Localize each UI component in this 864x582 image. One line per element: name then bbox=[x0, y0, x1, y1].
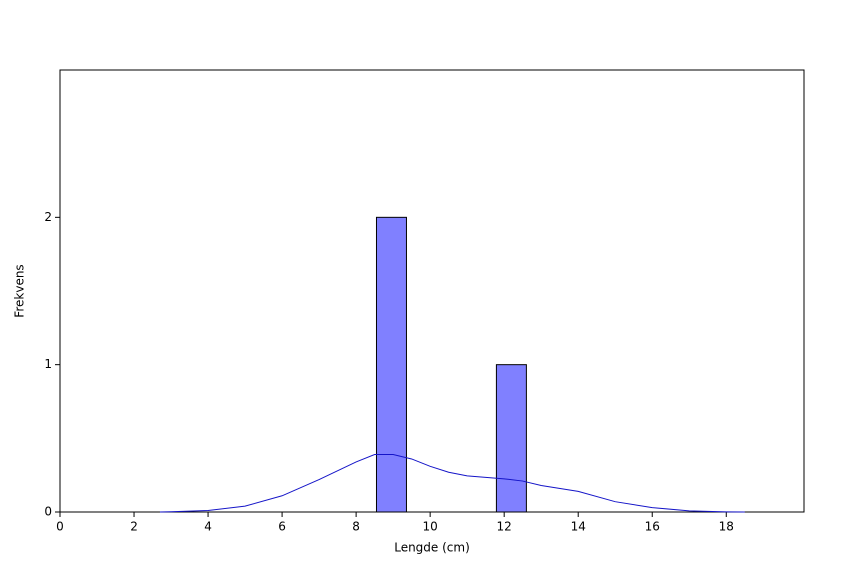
x-tick-label: 0 bbox=[56, 520, 64, 534]
x-tick-label: 8 bbox=[352, 520, 360, 534]
x-tick-label: 16 bbox=[645, 520, 660, 534]
x-tick-label: 14 bbox=[571, 520, 586, 534]
density-curve bbox=[159, 454, 745, 513]
x-axis-label: Lengde (cm) bbox=[394, 541, 470, 555]
y-tick-label: 1 bbox=[44, 357, 52, 371]
x-tick-label: 6 bbox=[278, 520, 286, 534]
x-tick-label: 12 bbox=[497, 520, 512, 534]
x-tick-label: 10 bbox=[423, 520, 438, 534]
x-tick-label: 4 bbox=[204, 520, 212, 534]
x-tick-label: 18 bbox=[719, 520, 734, 534]
y-tick-label: 0 bbox=[44, 505, 52, 519]
y-axis-label: Frekvens bbox=[13, 264, 27, 317]
x-tick-label: 2 bbox=[130, 520, 138, 534]
bar bbox=[495, 364, 527, 513]
bar bbox=[375, 216, 407, 513]
plot-frame bbox=[59, 69, 805, 513]
y-tick-label: 2 bbox=[44, 210, 52, 224]
